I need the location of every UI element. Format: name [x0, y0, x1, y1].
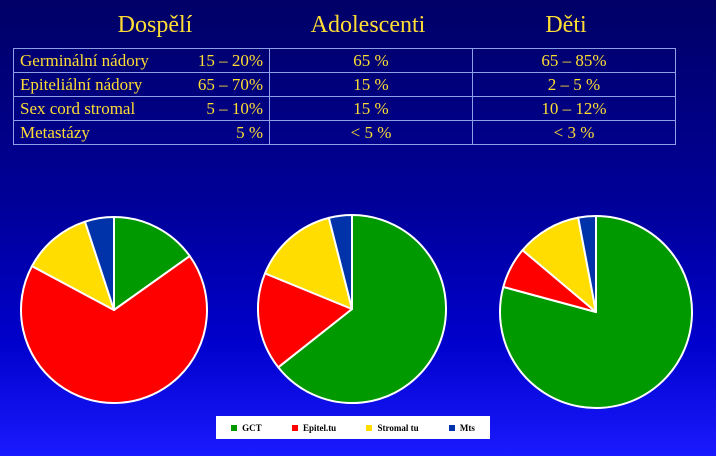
pie-slice-mts — [327, 214, 353, 310]
adolescents-value: < 5 % — [269, 120, 473, 145]
row-label: Metastázy — [20, 123, 90, 142]
legend-item-stromal: Stromal tu — [366, 422, 419, 433]
children-value: 65 – 85% — [472, 48, 676, 73]
header-adolescents: Adolescenti — [310, 12, 426, 38]
chart-legend: GCT Epitel.tu Stromal tu Mts — [216, 416, 490, 439]
row-label: Germinální nádory — [20, 51, 149, 70]
legend-label-epitel: Epitel.tu — [302, 422, 337, 433]
table-row: Metastázy 5 % < 5 % < 3 % — [13, 120, 676, 145]
table-row: Epiteliální nádory 65 – 70% 15 % 2 – 5 % — [13, 72, 676, 97]
legend-swatch-stromal — [366, 424, 373, 431]
pie-slice-stromal-tu — [31, 220, 115, 311]
table-cell-label-adults: Germinální nádory 15 – 20% — [13, 48, 270, 73]
table-row: Sex cord stromal 5 – 10% 15 % 10 – 12% — [13, 96, 676, 121]
pie-slice-gct — [277, 214, 447, 404]
table-cell-label-adults: Metastázy 5 % — [13, 120, 270, 145]
legend-item-epitel: Epitel.tu — [291, 422, 337, 433]
pie-slice-gct — [113, 216, 191, 311]
row-label: Epiteliální nádory — [20, 75, 143, 94]
pie-chart-adults — [20, 216, 208, 404]
legend-swatch-epitel — [291, 424, 298, 431]
legend-label-stromal: Stromal tu — [377, 422, 419, 433]
pie-slice-epitel-tu — [20, 255, 208, 404]
pie-slice-epitel-tu — [257, 272, 353, 369]
pie-slice-mts — [577, 215, 597, 313]
adults-value: 5 % — [236, 123, 263, 142]
legend-label-gct: GCT — [242, 422, 262, 433]
adults-value: 5 – 10% — [206, 99, 263, 118]
adolescents-value: 15 % — [269, 72, 473, 97]
header-children: Děti — [545, 12, 587, 38]
children-value: < 3 % — [472, 120, 676, 145]
children-value: 10 – 12% — [472, 96, 676, 121]
pie-slice-gct — [499, 215, 693, 409]
pie-slice-stromal-tu — [521, 216, 597, 313]
table-cell-label-adults: Sex cord stromal 5 – 10% — [13, 96, 270, 121]
children-value: 2 – 5 % — [472, 72, 676, 97]
adults-value: 65 – 70% — [197, 75, 263, 94]
legend-label-mts: Mts — [459, 422, 475, 433]
pie-slice-mts — [83, 216, 115, 311]
legend-item-mts: Mts — [448, 422, 475, 433]
adults-value: 15 – 20% — [197, 51, 263, 70]
incidence-table: Germinální nádory 15 – 20% 65 % 65 – 85%… — [13, 48, 676, 145]
header-adults: Dospělí — [117, 12, 193, 38]
adolescents-value: 15 % — [269, 96, 473, 121]
legend-swatch-gct — [231, 424, 238, 431]
legend-swatch-mts — [448, 424, 455, 431]
pie-chart-children — [499, 215, 693, 409]
pie-chart-adolescents — [257, 214, 447, 404]
legend-item-gct: GCT — [231, 423, 262, 433]
row-label: Sex cord stromal — [20, 99, 136, 118]
pie-slice-stromal-tu — [264, 216, 353, 310]
